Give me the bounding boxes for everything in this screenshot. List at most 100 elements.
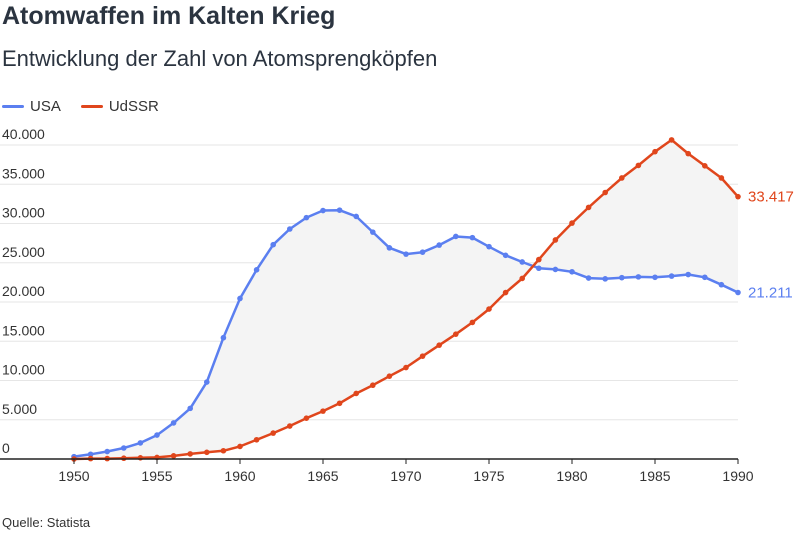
- data-point-udssr: [718, 175, 725, 181]
- data-point-udssr: [453, 331, 459, 337]
- data-point-udssr: [353, 390, 360, 397]
- data-point-udssr: [519, 275, 525, 282]
- x-tick-label: 1980: [556, 468, 587, 484]
- data-point-udssr: [204, 449, 210, 456]
- legend-label-udssr: UdSSR: [108, 98, 159, 115]
- data-point-usa: [668, 273, 675, 279]
- data-point-usa: [386, 245, 393, 251]
- y-tick-label: 30.000: [2, 205, 45, 221]
- y-tick-label: 40.000: [2, 126, 45, 142]
- legend-swatch-usa: [2, 105, 24, 108]
- data-point-udssr: [320, 408, 326, 414]
- data-point-udssr: [137, 455, 144, 461]
- data-point-udssr: [619, 175, 625, 181]
- data-point-udssr: [303, 415, 310, 421]
- data-point-udssr: [585, 204, 592, 211]
- data-point-udssr: [652, 148, 658, 155]
- data-point-udssr: [270, 430, 277, 436]
- data-point-usa: [502, 252, 509, 259]
- legend-item-udssr[interactable]: UdSSR: [80, 98, 159, 115]
- data-point-usa: [569, 268, 575, 275]
- data-point-usa: [453, 233, 459, 240]
- data-point-usa: [220, 334, 227, 341]
- y-tick-label: 10.000: [2, 362, 45, 378]
- data-point-udssr: [536, 256, 542, 263]
- data-point-usa: [204, 379, 210, 385]
- x-tick-label: 1975: [473, 468, 504, 484]
- data-point-usa: [287, 226, 293, 232]
- data-point-usa: [552, 266, 559, 273]
- data-point-udssr: [220, 447, 227, 454]
- data-point-udssr: [170, 453, 177, 459]
- data-point-udssr: [237, 443, 243, 450]
- data-point-udssr: [635, 162, 642, 169]
- data-point-udssr: [336, 400, 343, 407]
- data-point-udssr: [735, 193, 741, 200]
- data-point-usa: [154, 432, 160, 438]
- x-tick-label: 1970: [390, 468, 421, 484]
- data-point-usa: [619, 274, 625, 281]
- series-layer: 21.211 33.417: [71, 137, 794, 462]
- data-point-udssr: [121, 455, 127, 462]
- legend-swatch-udssr: [80, 105, 103, 108]
- data-point-usa: [170, 420, 177, 426]
- data-point-usa: [253, 267, 260, 273]
- data-point-usa: [685, 271, 691, 278]
- data-point-udssr: [602, 189, 608, 196]
- data-point-udssr: [436, 342, 443, 348]
- y-tick-label: 15.000: [2, 322, 45, 338]
- data-point-udssr: [702, 163, 708, 169]
- end-label-usa: 21.211: [748, 284, 793, 301]
- y-tick-label: 5.000: [2, 401, 37, 417]
- data-point-udssr: [502, 289, 509, 296]
- data-point-udssr: [668, 137, 675, 143]
- x-tick-label: 1955: [141, 468, 172, 484]
- data-point-udssr: [287, 423, 293, 429]
- legend-item-usa[interactable]: USA: [2, 98, 61, 115]
- data-point-usa: [718, 281, 725, 288]
- y-tick-label: 35.000: [2, 165, 45, 181]
- data-point-usa: [403, 251, 409, 257]
- data-point-udssr: [685, 150, 691, 157]
- data-point-udssr: [569, 220, 575, 226]
- source-note: Quelle: Statista: [2, 515, 91, 530]
- data-point-usa: [270, 241, 277, 248]
- data-point-usa: [237, 295, 243, 302]
- data-point-udssr: [469, 319, 476, 326]
- data-point-usa: [469, 234, 476, 241]
- data-point-usa: [104, 448, 110, 455]
- data-point-usa: [519, 259, 525, 265]
- end-label-udssr: 33.417: [748, 189, 794, 206]
- x-tick-label: 1985: [639, 468, 670, 484]
- data-point-usa: [336, 207, 343, 213]
- y-tick-label: 25.000: [2, 244, 45, 260]
- data-point-usa: [303, 214, 310, 221]
- data-point-usa: [652, 274, 658, 281]
- data-point-usa: [536, 265, 542, 272]
- chart-subtitle: Entwicklung der Zahl von Atomsprengköpfe…: [2, 46, 438, 71]
- data-point-usa: [137, 440, 144, 446]
- data-point-usa: [735, 289, 741, 296]
- data-point-usa: [320, 207, 326, 214]
- data-point-usa: [121, 445, 127, 451]
- data-point-udssr: [187, 451, 193, 457]
- data-point-udssr: [386, 373, 393, 379]
- gap-area-layer: [74, 139, 738, 459]
- data-point-udssr: [403, 364, 409, 371]
- data-point-udssr: [253, 436, 260, 443]
- data-point-usa: [436, 242, 443, 248]
- data-point-usa: [87, 451, 94, 458]
- data-point-usa: [486, 243, 492, 250]
- data-point-usa: [702, 274, 708, 281]
- x-tick-label: 1965: [307, 468, 338, 484]
- data-point-usa: [419, 249, 426, 255]
- data-point-usa: [635, 274, 642, 280]
- legend: USA UdSSR: [2, 98, 179, 115]
- data-point-usa: [187, 405, 193, 412]
- gap-area: [74, 139, 738, 459]
- data-point-usa: [602, 276, 608, 282]
- data-point-usa: [353, 213, 360, 220]
- data-point-udssr: [370, 382, 376, 389]
- y-tick-label: 0: [2, 440, 10, 456]
